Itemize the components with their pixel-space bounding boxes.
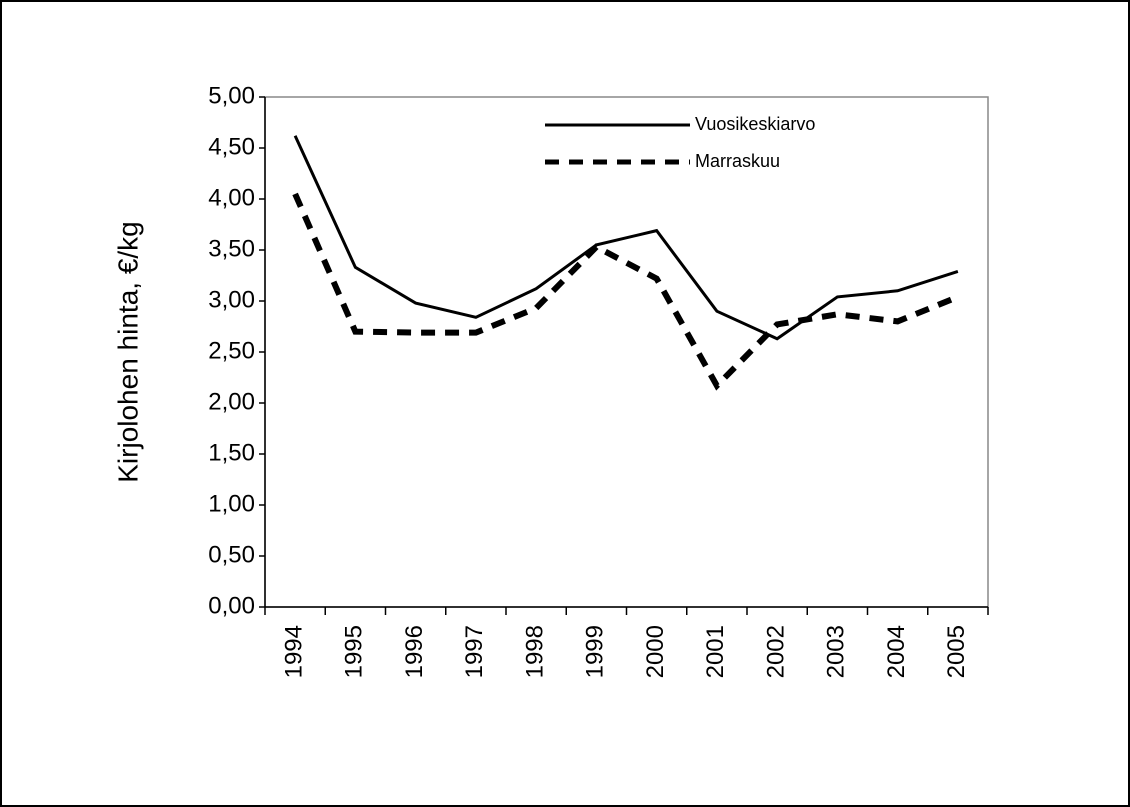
legend-label: Vuosikeskiarvo	[695, 114, 815, 134]
y-tick-label: 4,00	[208, 184, 255, 211]
y-tick-label: 3,00	[208, 286, 255, 313]
x-tick-label: 1996	[401, 625, 428, 678]
x-tick-label: 2005	[943, 625, 970, 678]
y-tick-label: 0,50	[208, 541, 255, 568]
y-tick-label: 1,50	[208, 439, 255, 466]
y-tick-label: 2,00	[208, 388, 255, 415]
x-tick-label: 1995	[341, 625, 368, 678]
x-tick-label: 1998	[521, 625, 548, 678]
x-tick-label: 2003	[823, 625, 850, 678]
x-tick-label: 2000	[642, 625, 669, 678]
y-tick-label: 3,50	[208, 235, 255, 262]
y-tick-label: 4,50	[208, 133, 255, 160]
series-line	[292, 192, 960, 391]
x-tick-label: 2001	[702, 625, 729, 678]
x-tick-label: 2004	[883, 625, 910, 678]
y-axis-title: Kirjolohen hinta, €/kg	[112, 221, 143, 483]
y-tick-label: 0,00	[208, 592, 255, 619]
x-tick-label: 1999	[582, 625, 609, 678]
y-tick-label: 2,50	[208, 337, 255, 364]
y-tick-label: 5,00	[208, 82, 255, 109]
series-line	[293, 135, 959, 341]
legend-label: Marraskuu	[695, 151, 780, 171]
x-tick-label: 1997	[461, 625, 488, 678]
y-tick-label: 1,00	[208, 490, 255, 517]
x-tick-label: 2002	[762, 625, 789, 678]
x-tick-label: 1994	[280, 625, 307, 678]
